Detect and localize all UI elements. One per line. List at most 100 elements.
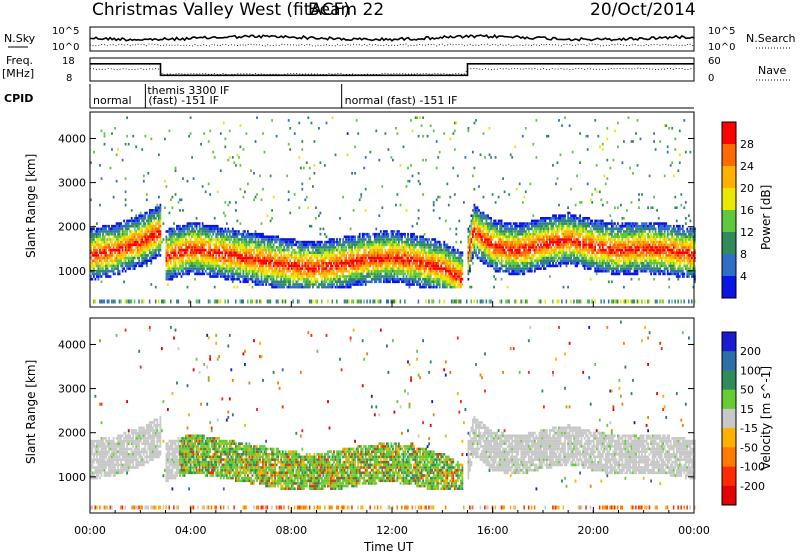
- power-cell: [97, 240, 100, 244]
- power-cell: [200, 142, 202, 146]
- power-cell: [153, 227, 156, 231]
- power-cell: [503, 230, 506, 233]
- power-cell: [458, 299, 460, 304]
- power-cell: [298, 156, 301, 159]
- power-cell: [293, 193, 296, 196]
- power-cell: [364, 277, 367, 281]
- power-cell: [213, 227, 216, 231]
- power-cell: [231, 262, 234, 265]
- power-cell: [103, 259, 106, 262]
- power-cell: [170, 262, 172, 265]
- power-cell: [461, 251, 464, 254]
- power-cell: [156, 246, 159, 249]
- power-cell: [302, 259, 305, 262]
- power-cell: [488, 238, 491, 241]
- power-cell: [278, 243, 281, 247]
- power-cell: [109, 246, 112, 249]
- power-cell: [310, 256, 313, 260]
- power-cell: [221, 232, 224, 236]
- power-cell: [177, 201, 180, 204]
- power-cell: [112, 230, 115, 233]
- power-cell: [207, 224, 210, 228]
- power-cell: [167, 251, 169, 254]
- power-cell: [389, 264, 391, 268]
- power-cell: [126, 243, 128, 247]
- power-cell: [236, 232, 239, 236]
- power-cell: [188, 243, 190, 247]
- power-cell: [124, 299, 127, 304]
- power-cell: [315, 283, 317, 286]
- power-cell: [413, 251, 415, 254]
- power-cell: [124, 262, 127, 265]
- power-cell: [198, 240, 201, 244]
- power-cell: [233, 243, 236, 247]
- power-cell: [235, 246, 237, 249]
- power-cell: [382, 269, 385, 273]
- power-cell: [219, 269, 222, 273]
- power-cell: [117, 254, 119, 257]
- power-cell: [132, 224, 135, 228]
- power-cell: [260, 198, 263, 202]
- power-cell: [90, 238, 92, 241]
- power-cell: [324, 262, 326, 265]
- power-cell: [428, 246, 430, 249]
- power-cell: [126, 246, 128, 249]
- power-cell: [438, 217, 441, 220]
- power-cell: [177, 251, 180, 254]
- power-cell: [502, 238, 504, 241]
- power-cell: [287, 251, 290, 254]
- power-cell: [473, 206, 476, 209]
- power-cell: [99, 238, 101, 241]
- power-cell: [490, 219, 492, 223]
- power-cell: [136, 248, 139, 252]
- power-cell: [171, 269, 174, 273]
- power-cell: [167, 254, 169, 257]
- power-cell: [287, 262, 290, 265]
- power-cell: [179, 259, 181, 262]
- power-cell: [384, 132, 387, 135]
- power-cell: [346, 251, 349, 254]
- power-cell: [118, 224, 121, 228]
- power-cell: [244, 269, 246, 273]
- power-cell: [236, 251, 239, 254]
- power-cell: [177, 240, 180, 244]
- power-cell: [206, 259, 209, 262]
- power-cell: [108, 262, 110, 265]
- power-cell: [123, 254, 125, 257]
- power-cell: [260, 243, 263, 247]
- power-cell: [111, 259, 113, 262]
- power-cell: [114, 127, 116, 130]
- power-cell: [192, 251, 195, 254]
- power-cell: [105, 256, 107, 260]
- power-cell: [222, 246, 225, 249]
- power-cell: [168, 267, 171, 270]
- power-cell: [339, 262, 341, 265]
- power-cell: [216, 190, 219, 194]
- power-cell: [308, 272, 311, 276]
- power-cell: [375, 243, 378, 247]
- cpid-segment-label: normal (fast) -151 IF: [345, 94, 458, 107]
- power-cell: [207, 264, 210, 268]
- power-cell: [410, 164, 412, 167]
- power-cell: [351, 246, 353, 249]
- power-cell: [245, 277, 248, 281]
- power-cell: [203, 132, 206, 135]
- power-cell: [130, 256, 133, 260]
- power-cell: [109, 256, 112, 260]
- power-cell: [473, 227, 476, 231]
- power-cell: [96, 222, 98, 225]
- power-cell: [293, 277, 296, 281]
- power-cell: [339, 251, 341, 254]
- nave-label: Nave: [758, 64, 786, 77]
- power-cell: [136, 224, 139, 228]
- power-cell: [135, 251, 138, 254]
- power-cell: [106, 230, 109, 233]
- power-cell: [135, 222, 138, 225]
- power-cell: [310, 299, 312, 304]
- power-cell: [488, 230, 491, 233]
- power-cell: [225, 267, 228, 270]
- power-cell: [321, 240, 323, 244]
- power-cell: [413, 272, 415, 276]
- power-cell: [241, 235, 243, 239]
- power-cell: [117, 238, 119, 241]
